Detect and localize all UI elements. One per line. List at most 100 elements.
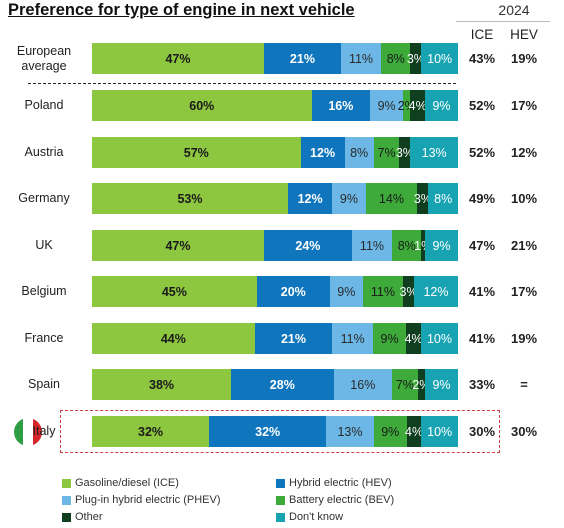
data-label: 8%	[386, 51, 405, 66]
legend-swatch	[62, 512, 71, 522]
bar-segment-phev: 13%	[326, 416, 374, 447]
bar-segment-bev: 14%	[365, 183, 418, 214]
bar-segment-ice: 53%	[92, 183, 288, 214]
legend-label: Battery electric (BEV)	[289, 494, 395, 506]
data-label: 8%	[434, 191, 453, 206]
bar-segment-ice: 47%	[92, 43, 265, 74]
bar-segment-other: 4%	[409, 90, 427, 121]
data-label: 47%	[165, 238, 191, 253]
italy-highlight-box	[60, 410, 500, 453]
legend-item-phev: Plug-in hybrid electric (PHEV)	[62, 494, 221, 506]
bar-european-average: 47% 21% 11% 8% 3% 10%	[92, 43, 458, 74]
bar-segment-dontknow: 13%	[410, 137, 458, 168]
bar-segment-dontknow: 9%	[425, 369, 458, 400]
bar-segment-hev: 12%	[300, 137, 345, 168]
bar-segment-hev: 20%	[256, 276, 330, 307]
data-label: 12%	[423, 284, 449, 299]
bar-uk: 47% 24% 11% 8% 1% 9%	[92, 230, 458, 261]
legend-label: Don't know	[289, 511, 344, 523]
legend-swatch	[62, 495, 71, 505]
hev-2024-value: =	[520, 377, 528, 392]
ice-2024-value: 41%	[468, 331, 496, 346]
data-label: 7%	[395, 377, 414, 392]
data-label: 9%	[432, 98, 451, 113]
hev-2024-value: 12%	[510, 145, 538, 160]
data-label: 11%	[348, 51, 374, 66]
bar-segment-bev: 8%	[392, 230, 422, 261]
bar-segment-dontknow: 10%	[420, 323, 458, 354]
year-underline	[456, 21, 550, 22]
ice-2024-value: 49%	[468, 191, 496, 206]
flag-stripe	[23, 418, 33, 446]
data-label: 8%	[350, 145, 369, 160]
row-label-european-average: European average	[16, 44, 72, 73]
row-label-austria: Austria	[24, 145, 64, 159]
row-label-poland: Poland	[24, 98, 64, 112]
data-label: 9%	[377, 98, 396, 113]
bar-segment-hev: 32%	[209, 416, 327, 447]
bar-segment-phev: 8%	[344, 137, 374, 168]
bar-segment-hev: 12%	[287, 183, 333, 214]
data-label: 7%	[377, 145, 396, 160]
hev-2024-value: 17%	[510, 98, 538, 113]
bar-segment-phev: 11%	[351, 230, 393, 261]
bar-segment-ice: 45%	[92, 276, 257, 307]
bar-austria: 57% 12% 8% 7% 3% 13%	[92, 137, 458, 168]
data-label: 8%	[397, 238, 416, 253]
bar-segment-other: 3%	[407, 43, 425, 74]
data-label: 12%	[310, 145, 336, 160]
data-label: 10%	[427, 51, 453, 66]
hev-column-header: HEV	[510, 27, 538, 42]
legend-swatch	[62, 478, 71, 488]
legend-label: Hybrid electric (HEV)	[289, 477, 392, 489]
legend-item-bev: Battery electric (BEV)	[276, 494, 394, 506]
hev-2024-value: 19%	[510, 331, 538, 346]
bar-spain: 38% 28% 16% 7% 2% 9%	[92, 369, 458, 400]
row-label-spain: Spain	[28, 377, 60, 391]
bar-segment-bev: 11%	[362, 276, 404, 307]
bar-segment-ice: 57%	[92, 137, 301, 168]
legend-label: Plug-in hybrid electric (PHEV)	[75, 494, 221, 506]
bar-poland: 60% 16% 9% 2% 4% 9%	[92, 90, 458, 121]
data-label: 3%	[406, 51, 425, 66]
flag-stripe	[14, 418, 24, 446]
data-label: 11%	[340, 331, 365, 346]
legend-item-ice: Gasoline/diesel (ICE)	[62, 477, 179, 489]
data-label: 9%	[432, 238, 451, 253]
data-label: 9%	[380, 331, 399, 346]
bar-segment-dontknow: 12%	[414, 276, 458, 307]
legend-swatch	[276, 512, 285, 522]
bar-segment-ice: 44%	[92, 323, 255, 354]
bar-segment-bev: 9%	[373, 416, 407, 447]
data-label: 32%	[255, 424, 281, 439]
ice-2024-value: 52%	[468, 98, 496, 113]
bar-segment-hev: 21%	[254, 323, 333, 354]
data-label: 13%	[337, 424, 363, 439]
bar-segment-phev: 9%	[329, 276, 363, 307]
bar-segment-other: 3%	[400, 276, 418, 307]
bar-segment-other: 2%	[412, 369, 430, 400]
data-label: 16%	[350, 377, 376, 392]
legend-swatch	[276, 478, 285, 488]
bar-segment-hev: 16%	[311, 90, 371, 121]
bar-segment-phev: 11%	[332, 323, 373, 354]
year-label: 2024	[498, 2, 530, 18]
bar-segment-bev: 9%	[372, 323, 407, 354]
hev-2024-value: 21%	[510, 238, 538, 253]
data-label: 9%	[337, 284, 356, 299]
legend-label: Gasoline/diesel (ICE)	[75, 477, 179, 489]
data-label: 53%	[177, 191, 203, 206]
bar-segment-ice: 60%	[92, 90, 312, 121]
data-label: 21%	[280, 331, 306, 346]
bar-segment-other: 4%	[405, 416, 423, 447]
data-label: 28%	[269, 377, 295, 392]
bar-segment-hev: 24%	[264, 230, 352, 261]
bar-segment-ice: 47%	[92, 230, 265, 261]
bar-segment-phev: 9%	[332, 183, 366, 214]
data-label: 32%	[138, 424, 164, 439]
hev-2024-value: 10%	[510, 191, 538, 206]
legend-item-hev: Hybrid electric (HEV)	[276, 477, 392, 489]
bar-segment-dontknow: 9%	[425, 230, 458, 261]
hev-2024-value: 17%	[510, 284, 538, 299]
data-label: 60%	[189, 98, 215, 113]
